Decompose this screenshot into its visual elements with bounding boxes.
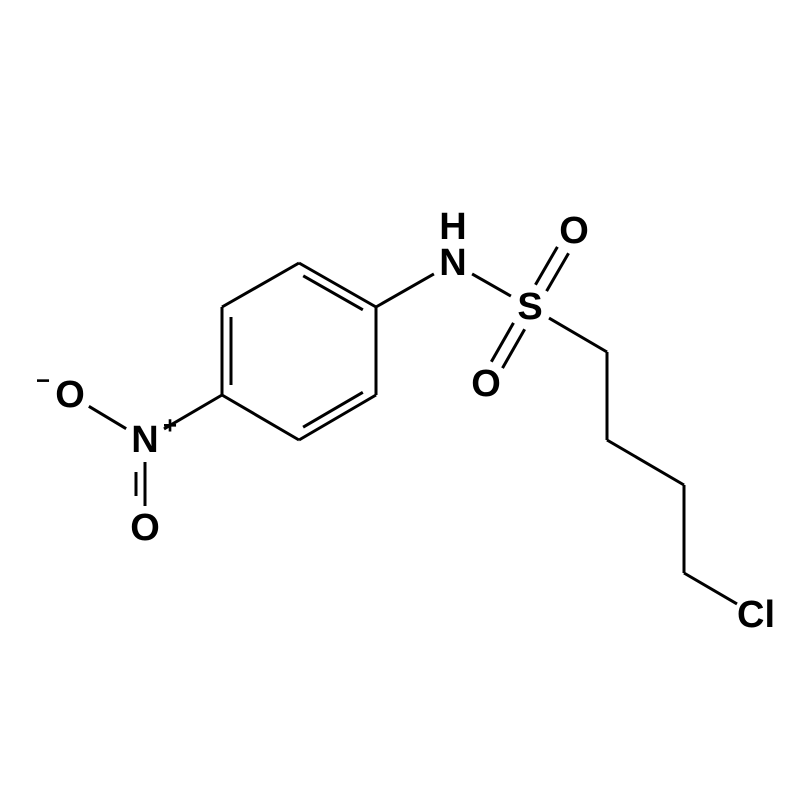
atoms-layer: O−N+ONHSOOCl — [36, 206, 775, 636]
atom-o: O — [130, 507, 160, 549]
atom-o: O — [471, 363, 501, 405]
atom-o: O — [55, 374, 85, 416]
atom-s: S — [517, 286, 542, 328]
charge-label: − — [36, 368, 50, 395]
molecule-diagram: O−N+ONHSOOCl — [0, 0, 800, 800]
atom-o: O — [559, 210, 589, 252]
atom-cl: Cl — [737, 594, 775, 636]
bonds-layer — [89, 247, 737, 604]
charge-label: + — [163, 413, 177, 440]
atom-n: N — [439, 242, 466, 284]
atom-h: H — [439, 206, 466, 248]
atom-n: N — [131, 419, 158, 461]
